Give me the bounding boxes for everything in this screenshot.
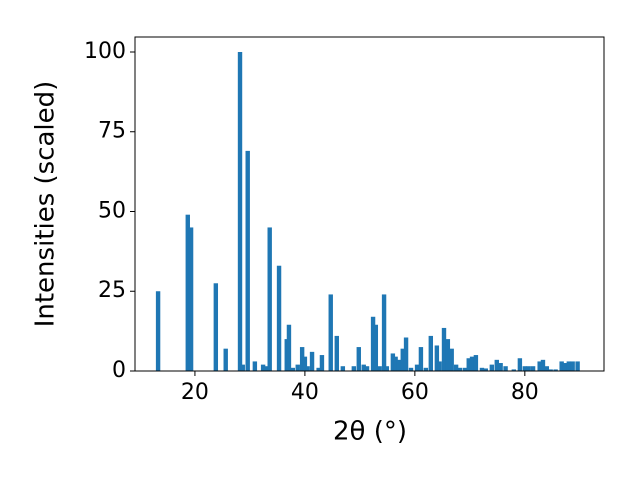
bar [522,366,528,371]
bar [562,363,568,371]
bar [498,363,503,371]
bar [553,369,558,371]
bar [299,347,305,371]
y-tick-label: 0 [112,358,126,383]
bar [267,227,272,371]
bar [537,361,542,371]
bar [260,364,266,371]
bar [437,361,442,371]
bar [223,348,228,371]
bar [566,361,572,371]
bar [489,364,495,371]
bar [503,366,508,371]
bar [434,345,440,371]
bar [276,265,282,371]
bar [370,316,376,371]
bar [575,361,580,371]
bar [334,335,339,371]
bar [295,364,300,371]
bar [237,51,243,371]
bar [185,214,190,371]
bar [559,361,564,371]
bar [340,366,346,371]
bar [408,367,414,371]
bar [457,367,463,371]
bar [483,368,488,371]
bar [252,361,258,371]
bar [155,291,161,371]
bar [305,366,310,371]
bar [302,356,308,371]
bar [381,294,387,371]
bar [462,367,468,371]
y-tick-label: 50 [98,198,126,223]
x-tick-label: 80 [511,380,539,405]
bar [400,348,405,371]
bar [473,355,479,371]
bar [384,366,390,371]
bar [377,366,382,371]
bar [479,367,485,371]
bar [570,361,575,371]
bar [441,327,447,371]
bar [530,366,536,371]
bar [414,364,420,371]
plot-frame [134,36,605,372]
bar [316,367,321,371]
bar [240,364,245,371]
bar [328,294,333,371]
bar [396,359,402,371]
bar [245,150,250,371]
bar [418,347,424,371]
bar [309,351,315,371]
bar [290,367,295,371]
bar [466,358,471,371]
x-tick-label: 60 [401,380,429,405]
bar [403,337,409,371]
bar [469,356,475,371]
bar [544,366,550,371]
bar [511,369,517,371]
bar [453,364,459,371]
bar [393,356,398,371]
bar [449,348,454,371]
bar [445,339,451,371]
bar [494,359,499,371]
bar [286,324,292,371]
y-axis-label: Intensities (scaled) [31,81,61,328]
bar [548,369,553,371]
bar [423,367,429,371]
y-tick-label: 25 [98,278,126,303]
bar [364,366,370,371]
bar [361,364,366,371]
bar [517,358,523,371]
bar [373,324,379,371]
bar [390,353,396,371]
bar [428,335,434,371]
bar [188,227,194,371]
y-tick-label: 75 [98,119,126,144]
bar [351,366,357,371]
x-tick-label: 20 [181,380,209,405]
x-axis-label: 2θ (°) [333,417,407,447]
bar [540,359,546,371]
bar [263,366,269,371]
bar [526,366,531,371]
bar [319,355,325,371]
y-tick-label: 100 [84,39,126,64]
bar [356,347,361,371]
bar [213,283,219,371]
x-tick-label: 40 [291,380,319,405]
